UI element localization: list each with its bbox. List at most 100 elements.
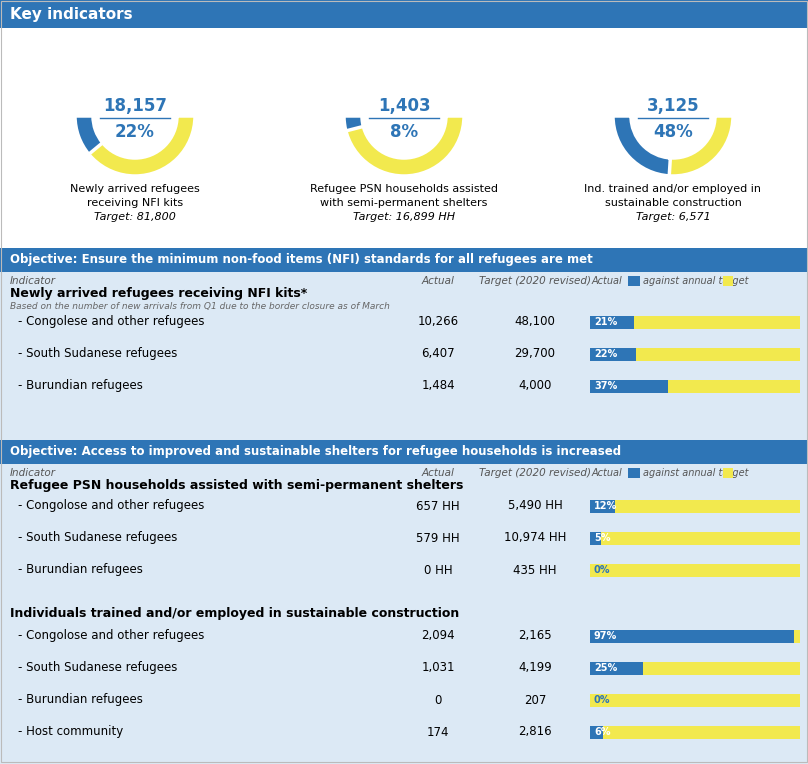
Text: 435 HH: 435 HH: [513, 564, 557, 577]
FancyBboxPatch shape: [0, 440, 808, 464]
Text: Indicator: Indicator: [10, 468, 56, 478]
Wedge shape: [613, 116, 671, 176]
Text: - South Sudanese refugees: - South Sudanese refugees: [18, 662, 178, 675]
FancyBboxPatch shape: [590, 662, 642, 675]
FancyBboxPatch shape: [0, 248, 808, 272]
Text: Key indicators: Key indicators: [10, 7, 133, 21]
Text: - Burundian refugees: - Burundian refugees: [18, 564, 143, 577]
FancyBboxPatch shape: [590, 630, 793, 643]
Text: 579 HH: 579 HH: [416, 532, 460, 545]
Text: 1,403: 1,403: [377, 97, 431, 115]
Text: Refugee PSN households assisted with semi-permanent shelters: Refugee PSN households assisted with sem…: [10, 480, 463, 493]
FancyBboxPatch shape: [590, 380, 800, 393]
Text: 37%: 37%: [594, 381, 617, 391]
Text: - Burundian refugees: - Burundian refugees: [18, 694, 143, 707]
FancyBboxPatch shape: [590, 564, 800, 577]
Text: 18,157: 18,157: [103, 97, 167, 115]
Text: 2,816: 2,816: [518, 726, 552, 739]
Wedge shape: [344, 116, 464, 176]
FancyBboxPatch shape: [0, 28, 808, 248]
Text: with semi-permanent shelters: with semi-permanent shelters: [320, 198, 488, 208]
Text: 2,094: 2,094: [421, 630, 455, 643]
Wedge shape: [75, 116, 103, 154]
Text: Target: 81,800: Target: 81,800: [94, 212, 176, 222]
Text: - South Sudanese refugees: - South Sudanese refugees: [18, 348, 178, 361]
FancyBboxPatch shape: [0, 272, 808, 440]
Text: Target (2020 revised): Target (2020 revised): [479, 468, 591, 478]
Text: 6%: 6%: [594, 727, 611, 737]
Text: 207: 207: [524, 694, 546, 707]
Text: 12%: 12%: [594, 501, 617, 511]
Text: sustainable construction: sustainable construction: [604, 198, 742, 208]
Text: Newly arrived refugees receiving NFI kits*: Newly arrived refugees receiving NFI kit…: [10, 287, 307, 300]
Text: Objective: Access to improved and sustainable shelters for refugee households is: Objective: Access to improved and sustai…: [10, 445, 621, 458]
FancyBboxPatch shape: [590, 726, 800, 739]
FancyBboxPatch shape: [590, 348, 636, 361]
FancyBboxPatch shape: [590, 532, 600, 545]
Text: 5%: 5%: [594, 533, 611, 543]
Text: Newly arrived refugees: Newly arrived refugees: [70, 184, 200, 194]
Text: 29,700: 29,700: [515, 348, 556, 361]
Text: 21%: 21%: [594, 317, 617, 327]
Text: Target: 16,899 HH: Target: 16,899 HH: [353, 212, 455, 222]
FancyBboxPatch shape: [0, 0, 808, 28]
FancyBboxPatch shape: [590, 532, 800, 545]
Text: against annual target: against annual target: [643, 276, 748, 286]
FancyBboxPatch shape: [590, 500, 615, 513]
Text: 22%: 22%: [594, 349, 617, 359]
Text: 4,199: 4,199: [518, 662, 552, 675]
FancyBboxPatch shape: [628, 468, 640, 478]
FancyBboxPatch shape: [723, 276, 733, 286]
Text: Actual: Actual: [422, 276, 454, 286]
Text: 25%: 25%: [594, 663, 617, 673]
Text: 8%: 8%: [390, 123, 418, 141]
Text: 5,490 HH: 5,490 HH: [507, 500, 562, 513]
Text: 97%: 97%: [594, 631, 617, 641]
Text: 0%: 0%: [594, 695, 611, 705]
Text: 0 HH: 0 HH: [423, 564, 452, 577]
Text: 2,165: 2,165: [518, 630, 552, 643]
Text: 1,031: 1,031: [421, 662, 455, 675]
Wedge shape: [613, 116, 733, 176]
Text: - South Sudanese refugees: - South Sudanese refugees: [18, 532, 178, 545]
Text: 0%: 0%: [594, 565, 611, 575]
Text: - Host community: - Host community: [18, 726, 124, 739]
Text: against annual target: against annual target: [643, 468, 748, 478]
Text: - Burundian refugees: - Burundian refugees: [18, 380, 143, 393]
Text: 3,125: 3,125: [646, 97, 699, 115]
Text: receiving NFI kits: receiving NFI kits: [87, 198, 183, 208]
Text: 4,000: 4,000: [518, 380, 552, 393]
FancyBboxPatch shape: [590, 694, 800, 707]
Text: Target (2020 revised): Target (2020 revised): [479, 276, 591, 286]
Text: Indicator: Indicator: [10, 276, 56, 286]
Text: Ind. trained and/or employed in: Ind. trained and/or employed in: [584, 184, 761, 194]
FancyBboxPatch shape: [590, 500, 800, 513]
Text: 10,974 HH: 10,974 HH: [504, 532, 566, 545]
Text: 22%: 22%: [115, 123, 155, 141]
Text: Objective: Ensure the minimum non-food items (NFI) standards for all refugees ar: Objective: Ensure the minimum non-food i…: [10, 254, 593, 267]
FancyBboxPatch shape: [590, 348, 800, 361]
Text: Refugee PSN households assisted: Refugee PSN households assisted: [310, 184, 498, 194]
FancyBboxPatch shape: [590, 316, 634, 329]
Text: 1,484: 1,484: [421, 380, 455, 393]
Text: 48%: 48%: [653, 123, 693, 141]
Text: 10,266: 10,266: [418, 316, 459, 329]
Text: Individuals trained and/or employed in sustainable construction: Individuals trained and/or employed in s…: [10, 607, 459, 620]
FancyBboxPatch shape: [0, 464, 808, 764]
Wedge shape: [344, 116, 364, 131]
FancyBboxPatch shape: [590, 380, 667, 393]
Text: Actual: Actual: [592, 276, 623, 286]
Text: Actual: Actual: [422, 468, 454, 478]
Text: Target: 6,571: Target: 6,571: [636, 212, 710, 222]
FancyBboxPatch shape: [590, 726, 603, 739]
Text: Based on the number of new arrivals from Q1 due to the border closure as of Marc: Based on the number of new arrivals from…: [10, 302, 390, 310]
Text: 6,407: 6,407: [421, 348, 455, 361]
Wedge shape: [75, 116, 195, 176]
Text: 657 HH: 657 HH: [416, 500, 460, 513]
FancyBboxPatch shape: [723, 468, 733, 478]
Text: - Congolose and other refugees: - Congolose and other refugees: [18, 630, 204, 643]
Text: 48,100: 48,100: [515, 316, 555, 329]
FancyBboxPatch shape: [590, 316, 800, 329]
FancyBboxPatch shape: [590, 630, 800, 643]
Text: 0: 0: [435, 694, 442, 707]
